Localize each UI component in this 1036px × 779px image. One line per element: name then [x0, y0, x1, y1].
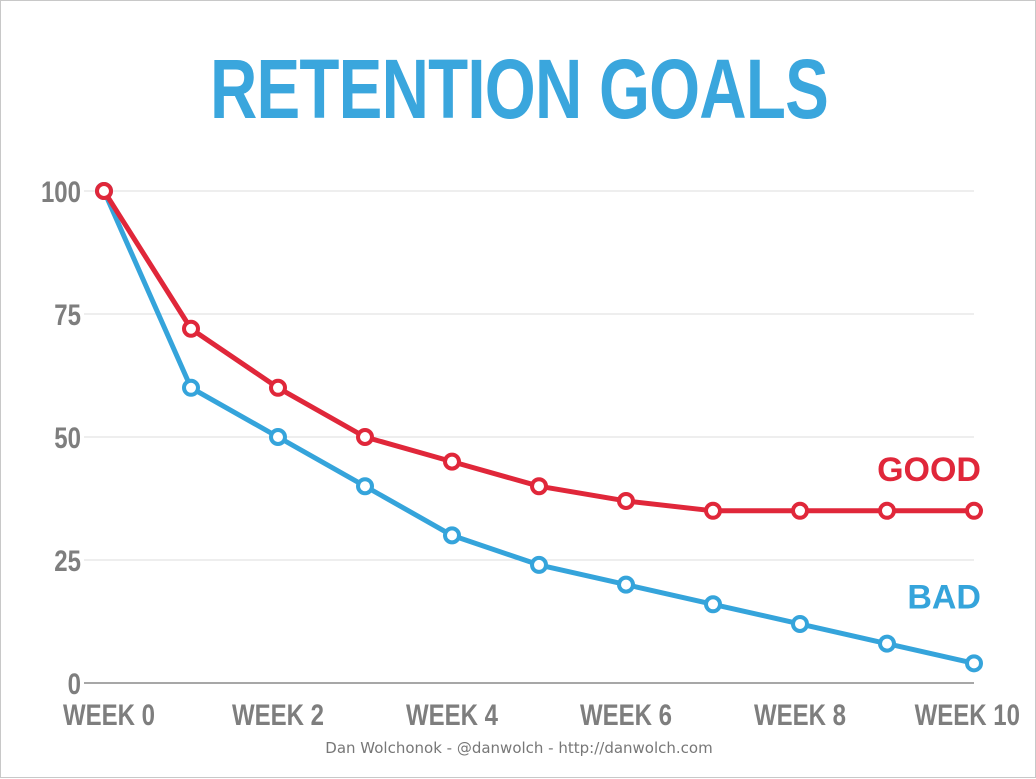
series-line-good	[101, 188, 977, 514]
x-tick-label: WEEK 2	[232, 697, 324, 731]
data-point-good	[617, 491, 635, 510]
data-point-good	[704, 501, 722, 520]
x-tick-label: WEEK 4	[406, 697, 498, 731]
data-point-bad	[704, 595, 722, 614]
x-tick-label: WEEK 6	[580, 697, 672, 731]
data-point-good	[878, 501, 896, 520]
y-tick-label: 75	[54, 297, 81, 331]
series-label-bad: BAD	[907, 578, 981, 616]
series-label-good: GOOD	[877, 451, 981, 489]
data-point-bad	[878, 634, 896, 653]
x-tick-label: WEEK 0	[63, 697, 155, 731]
data-point-bad	[791, 614, 809, 633]
data-point-bad	[269, 428, 287, 446]
data-point-bad	[182, 378, 200, 397]
data-point-bad	[443, 526, 461, 545]
y-tick-label: 25	[54, 543, 81, 577]
data-point-bad	[530, 555, 548, 574]
data-point-good	[356, 428, 374, 446]
x-tick-label: WEEK 8	[754, 697, 846, 731]
data-point-bad	[356, 477, 374, 496]
footer-credit: Dan Wolchonok - @danwolch - http://danwo…	[325, 739, 713, 757]
data-point-good	[182, 319, 200, 338]
data-point-good	[95, 182, 113, 200]
data-point-good	[965, 501, 983, 520]
chart-title: RETENTION GOALS	[209, 42, 829, 136]
x-tick-label: WEEK 10	[915, 697, 1020, 731]
data-point-good	[443, 452, 461, 471]
data-point-bad	[965, 654, 983, 673]
data-point-good	[530, 477, 548, 496]
y-tick-label: 50	[54, 420, 81, 454]
data-point-good	[269, 378, 287, 397]
series-line-bad	[101, 188, 977, 666]
y-tick-label: 100	[41, 174, 81, 208]
data-point-bad	[617, 575, 635, 594]
y-tick-label: 0	[68, 666, 81, 700]
data-point-good	[791, 501, 809, 520]
